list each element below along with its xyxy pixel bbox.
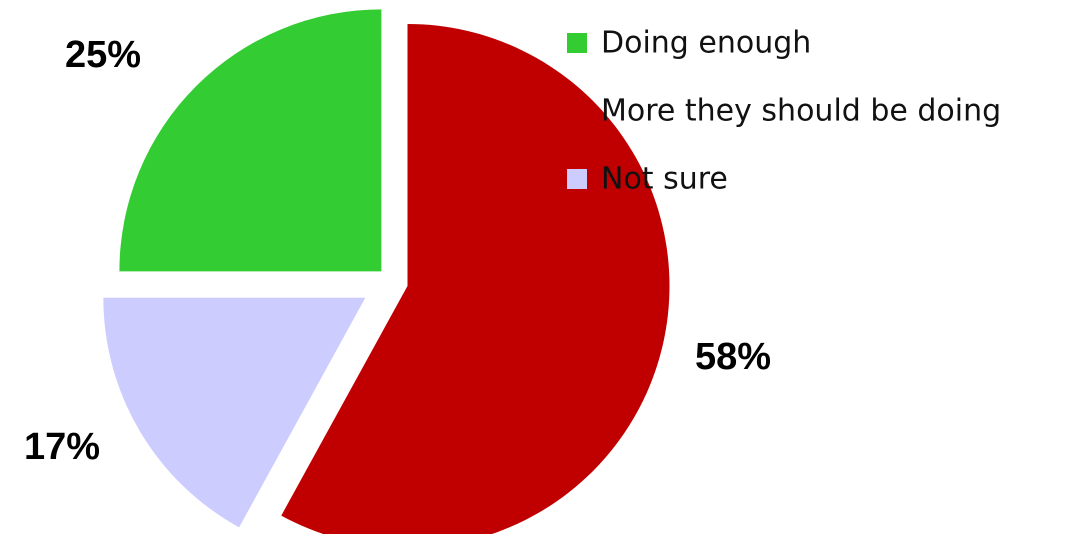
legend-swatch [567, 101, 587, 121]
slice-doing-enough [119, 9, 382, 272]
legend-label: More they should be doing [601, 94, 1001, 129]
legend: Doing enough More they should be doing Not… [567, 26, 1001, 197]
slice-not-sure [103, 297, 366, 528]
pie-slices [103, 9, 670, 534]
label-more-they-should-be-doing: 58% [695, 336, 771, 378]
legend-swatch [567, 33, 587, 53]
legend-swatch [567, 169, 587, 189]
legend-label: Not sure [601, 162, 728, 197]
label-doing-enough: 25% [65, 34, 141, 76]
legend-item-more-they-should-be-doing: More they should be doing [567, 94, 1001, 129]
legend-label: Doing enough [601, 26, 811, 61]
pie-labels: 25% 58% 17% [24, 34, 771, 468]
label-not-sure: 17% [24, 426, 100, 468]
legend-item-not-sure: Not sure [567, 162, 728, 197]
slice-more-they-should-be-doing [281, 23, 670, 534]
legend-item-doing-enough: Doing enough [567, 26, 811, 61]
